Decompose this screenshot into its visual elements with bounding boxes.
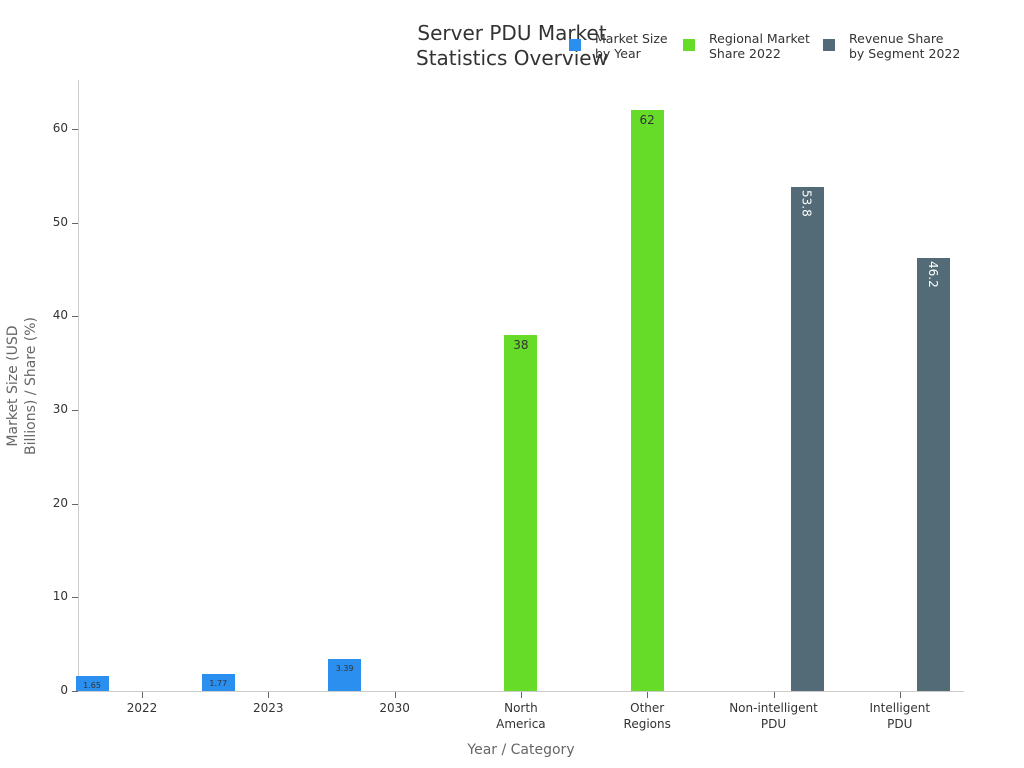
y-axis-title: Market Size (USD Billions) / Share (%) [5,316,39,456]
bar-value-label: 38 [513,338,529,353]
legend-label: Revenue Share by Segment 2022 [849,31,961,61]
bar-value-label: 46.2 [925,261,940,288]
bar-value-label: 62 [639,113,655,128]
y-tick [72,597,78,599]
x-tick-label: Intelligent PDU [869,701,931,731]
x-tick-label: North America [496,701,546,731]
x-tick-label: Other Regions [623,701,671,731]
y-axis-line [78,80,79,692]
x-tick-label: Non-intelligent PDU [729,701,818,731]
bar[interactable] [791,187,824,691]
x-tick [268,692,270,698]
y-tick [72,503,78,505]
bar-value-label: 3.39 [335,664,354,674]
bar[interactable] [201,674,235,691]
legend-label: Regional Market Share 2022 [709,31,810,61]
legend-swatch-blue-icon [569,39,581,51]
bar[interactable] [630,110,664,691]
x-tick-label: 2022 [126,701,158,715]
x-tick [520,692,522,698]
x-tick [773,692,775,698]
bar[interactable] [917,258,951,691]
y-tick [72,222,78,224]
x-tick [394,692,396,698]
bar[interactable] [504,335,538,691]
y-tick-label: 60 [52,120,68,135]
y-tick-label: 50 [52,214,68,229]
bar[interactable] [328,659,362,691]
x-tick [142,692,143,698]
y-tick [72,691,78,692]
x-tick [647,692,649,698]
y-tick-label: 40 [52,308,68,323]
bar-value-label: 1.65 [83,680,101,690]
bar-value-label: 1.77 [209,679,228,689]
y-tick [72,128,78,130]
y-tick [72,316,78,318]
x-axis-title: Year / Category [467,742,575,758]
legend-label: Market Size by Year [595,31,668,61]
x-tick-label: 2030 [379,701,410,715]
y-tick [72,409,78,411]
bar-value-label: 53.8 [799,190,814,217]
x-axis-line [78,691,964,692]
bar[interactable] [75,675,109,691]
y-tick-label: 30 [52,401,68,416]
y-tick-label: 20 [52,495,68,510]
x-tick-label: 2023 [253,701,284,715]
y-tick-label: 10 [52,589,68,604]
x-tick [899,692,901,698]
legend-swatch-green-icon [683,39,695,51]
y-tick-label: 0 [60,683,68,697]
legend-swatch-slate-icon [823,39,835,51]
